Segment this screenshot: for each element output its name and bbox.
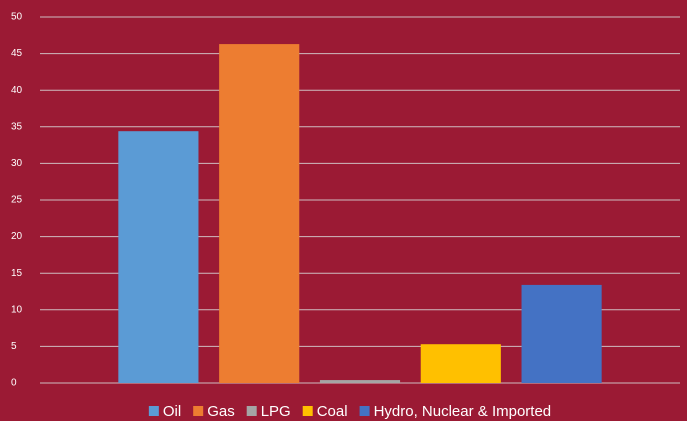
- legend-swatch: [193, 406, 204, 416]
- bar: [420, 344, 501, 383]
- y-tick-label: 45: [11, 48, 23, 59]
- y-tick-label: 25: [11, 195, 23, 206]
- bar: [118, 131, 199, 383]
- y-tick-label: 40: [11, 85, 23, 96]
- legend-swatch: [148, 406, 159, 416]
- y-tick-label: 50: [11, 12, 23, 23]
- legend-swatch: [246, 406, 257, 416]
- legend-swatch: [359, 406, 370, 416]
- y-tick-label: 0: [11, 378, 17, 389]
- legend-label: Coal: [317, 403, 348, 420]
- y-tick-label: 15: [11, 268, 23, 279]
- bar: [319, 380, 401, 383]
- y-tick-label: 20: [11, 231, 23, 242]
- bar: [219, 44, 300, 384]
- y-tick-label: 10: [11, 304, 23, 315]
- y-tick-label: 5: [11, 341, 17, 352]
- legend-label: Hydro, Nuclear & Imported: [374, 403, 552, 420]
- legend-label: Oil: [163, 403, 181, 420]
- y-tick-label: 35: [11, 121, 23, 132]
- legend-label: LPG: [261, 403, 291, 420]
- y-tick-label: 30: [11, 158, 23, 169]
- legend-label: Gas: [207, 403, 235, 420]
- bar: [521, 284, 602, 383]
- legend-swatch: [302, 406, 313, 416]
